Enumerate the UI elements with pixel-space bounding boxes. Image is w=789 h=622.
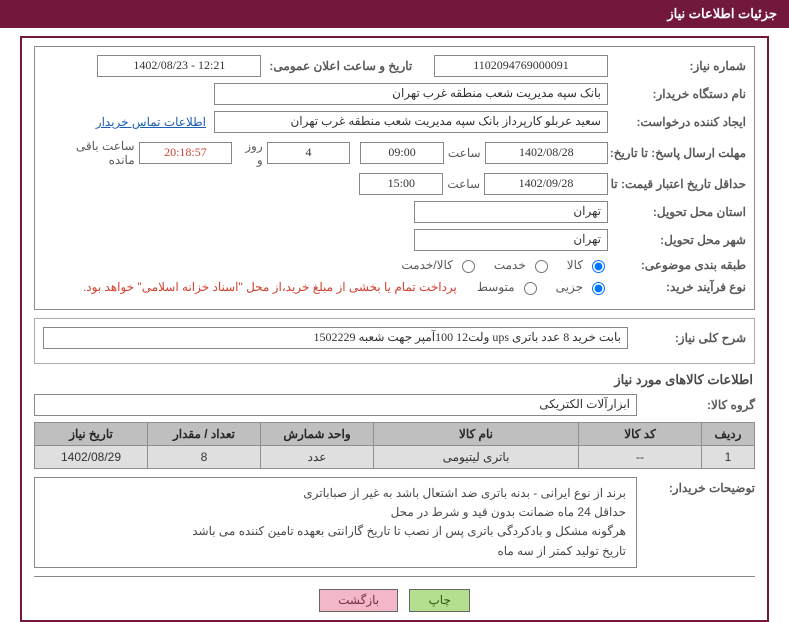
note-line-2: حداقل 24 ماه ضمانت بدون قید و شرط در محل [45,503,626,522]
th-qty: تعداد / مقدار [148,423,261,446]
time-label-2: ساعت [443,177,484,191]
group-value: ابزارآلات الکتریکی [34,394,637,416]
requester-value: سعید عربلو کارپرداز بانک سپه مدیریت شعب … [214,111,608,133]
need-no-value: 1102094769000091 [434,55,608,77]
goods-section-title: اطلاعات کالاهای مورد نیاز [36,372,753,388]
separator [34,576,755,577]
summary-box: شرح کلی نیاز: بابت خرید 8 عدد باتری ups … [34,318,755,364]
validity-time: 15:00 [359,173,443,195]
time-label-1: ساعت [444,146,485,160]
note-line-1: برند از نوع ایرانی - بدنه باتری ضد اشتعا… [45,484,626,503]
note-line-3: هرگونه مشکل و بادکردگی باتری پس از نصب ت… [45,522,626,541]
cell-date: 1402/08/29 [35,446,148,469]
buyer-org-value: بانک سپه مدیریت شعب منطقه غرب تهران [214,83,608,105]
th-code: کد کالا [579,423,702,446]
main-panel: شماره نیاز: 1102094769000091 تاریخ و ساع… [20,36,769,622]
cell-code: -- [579,446,702,469]
radio-both[interactable] [462,260,475,273]
radio-goods[interactable] [592,260,605,273]
buyer-notes-box: برند از نوع ایرانی - بدنه باتری ضد اشتعا… [34,477,637,568]
validity-date: 1402/09/28 [484,173,608,195]
city-label: شهر محل تحویل: [608,233,746,247]
summary-label: شرح کلی نیاز: [628,331,746,345]
need-no-label: شماره نیاز: [608,59,746,73]
goods-table: ردیف کد کالا نام کالا واحد شمارش تعداد /… [34,422,755,469]
radio-service-label: خدمت [494,258,526,272]
province-value: تهران [414,201,608,223]
province-label: استان محل تحویل: [608,205,746,219]
buyer-org-label: نام دستگاه خریدار: [608,87,746,101]
radio-both-label: کالا/خدمت [401,258,452,272]
reply-deadline-label: مهلت ارسال پاسخ: تا تاریخ: [608,146,746,160]
radio-medium-label: متوسط [477,280,515,294]
cell-unit: عدد [261,446,374,469]
announce-label: تاریخ و ساعت اعلان عمومی: [261,59,412,73]
radio-goods-label: کالا [567,258,583,272]
reply-date: 1402/08/28 [485,142,608,164]
radio-partial-label: جزیی [556,280,583,294]
table-header-row: ردیف کد کالا نام کالا واحد شمارش تعداد /… [35,423,755,446]
th-name: نام کالا [374,423,579,446]
radio-medium[interactable] [524,282,537,295]
th-unit: واحد شمارش [261,423,374,446]
th-row: ردیف [702,423,755,446]
th-date: تاریخ نیاز [35,423,148,446]
remaining-label: ساعت باقی مانده [43,139,139,167]
info-box: شماره نیاز: 1102094769000091 تاریخ و ساع… [34,46,755,310]
requester-label: ایجاد کننده درخواست: [608,115,746,129]
category-radio-group: کالا خدمت کالا/خدمت [389,257,608,273]
validity-label: حداقل تاریخ اعتبار قیمت: تا تاریخ: [608,177,746,191]
print-button[interactable]: چاپ [409,589,469,612]
note-line-4: تاریخ تولید کمتر از سه ماه [45,542,626,561]
summary-text: بابت خرید 8 عدد باتری ups ولت12 100آمپر … [43,327,628,349]
buyer-notes-label: توضیحات خریدار: [637,477,755,495]
announce-value: 1402/08/23 - 12:21 [97,55,261,77]
radio-partial[interactable] [592,282,605,295]
city-value: تهران [414,229,608,251]
reply-time: 09:00 [360,142,444,164]
cell-qty: 8 [148,446,261,469]
category-label: طبقه بندی موضوعی: [608,258,746,272]
goods-section: اطلاعات کالاهای مورد نیاز گروه کالا: ابز… [34,372,755,568]
process-label: نوع فرآیند خرید: [608,280,746,294]
button-row: چاپ بازگشت [34,585,755,612]
radio-service[interactable] [535,260,548,273]
contact-link[interactable]: اطلاعات تماس خریدار [96,115,214,129]
cell-row: 1 [702,446,755,469]
countdown: 20:18:57 [139,142,233,164]
process-radio-group: جزیی متوسط [465,279,608,295]
page-title: جزئیات اطلاعات نیاز [667,6,777,21]
back-button[interactable]: بازگشت [319,589,398,612]
page-title-bar: جزئیات اطلاعات نیاز [0,0,789,28]
cell-name: باتری لیتیومی [374,446,579,469]
process-note: پرداخت تمام یا بخشی از مبلغ خرید،از محل … [83,280,465,294]
days-count: 4 [267,142,351,164]
group-label: گروه کالا: [637,398,755,412]
days-and-label: روز و [232,139,266,167]
table-row: 1 -- باتری لیتیومی عدد 8 1402/08/29 [35,446,755,469]
